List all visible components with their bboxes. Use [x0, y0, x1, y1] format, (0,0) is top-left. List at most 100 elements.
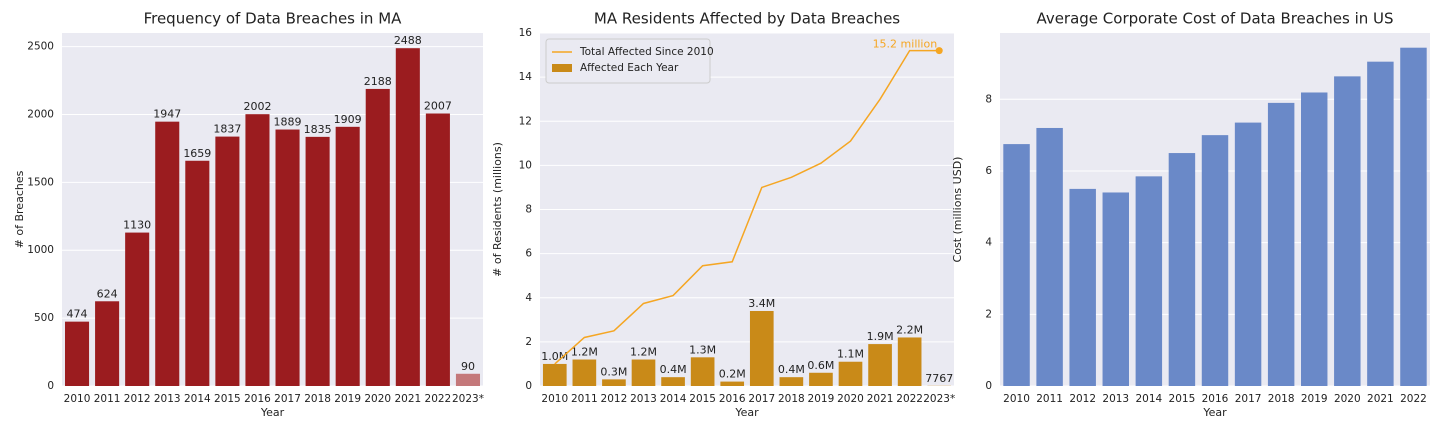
- end-point: [935, 47, 943, 55]
- y-tick-label: 6: [525, 248, 532, 260]
- x-tick-label: 2021: [394, 393, 421, 405]
- annotation: 15.2 million: [873, 38, 938, 51]
- y-axis-label: Cost (millions USD): [951, 157, 964, 263]
- x-tick-label: 2017: [1235, 393, 1262, 405]
- data-label: 1909: [334, 113, 362, 126]
- x-tick-label: 2022: [425, 393, 452, 405]
- x-tick-label: 2019: [1301, 393, 1328, 405]
- x-tick-label: 2014: [184, 393, 211, 405]
- y-tick-label: 2000: [27, 108, 54, 120]
- bar: [720, 381, 745, 386]
- x-tick-label: 2020: [1334, 393, 1361, 405]
- y-tick-label: 4: [985, 237, 992, 249]
- subplot: MA Residents Affected by Data Breaches Ye…: [491, 10, 955, 420]
- chart-title: MA Residents Affected by Data Breaches: [594, 10, 900, 28]
- data-label: 624: [97, 287, 118, 300]
- data-label: 1837: [213, 123, 241, 136]
- x-tick-label: 2016: [1202, 393, 1229, 405]
- y-tick-label: 4: [525, 292, 532, 304]
- legend-box: [545, 38, 711, 84]
- y-tick-label: 2: [985, 308, 992, 320]
- x-tick-label: 2013: [1102, 393, 1129, 405]
- x-tick-label: 2015: [214, 393, 241, 405]
- x-tick-label: 2021: [867, 393, 894, 405]
- subplot: Frequency of Data Breaches in MA Year # of…: [13, 10, 484, 420]
- x-tick-label: 2021: [1367, 393, 1394, 405]
- y-tick-label: 1500: [27, 176, 54, 188]
- bar: [425, 113, 450, 386]
- line: [554, 49, 940, 365]
- bar: [365, 88, 390, 386]
- data-label: 2007: [424, 100, 452, 113]
- bar: [455, 373, 480, 386]
- x-tick-label: 2018: [304, 393, 331, 405]
- x-tick-label: 2017: [274, 393, 301, 405]
- x-tick-label: 2011: [94, 393, 121, 405]
- bar: [1301, 92, 1328, 386]
- bar: [779, 377, 804, 386]
- bar: [65, 321, 90, 386]
- data-label: 90: [461, 360, 475, 373]
- data-label: 1130: [123, 219, 151, 232]
- x-tick-label: 2013: [154, 393, 181, 405]
- x-tick-label: 2019: [808, 393, 835, 405]
- bar: [542, 363, 567, 386]
- x-tick-label: 2011: [571, 393, 598, 405]
- x-tick-label: 2018: [1268, 393, 1295, 405]
- bar: [335, 126, 360, 387]
- bar: [838, 361, 863, 386]
- x-tick-label: 2017: [748, 393, 775, 405]
- x-tick-label: 2019: [334, 393, 361, 405]
- x-tick-label: 2010: [1003, 393, 1030, 405]
- bar: [275, 129, 300, 386]
- bar: [305, 136, 330, 386]
- x-tick-label: 2020: [364, 393, 391, 405]
- data-label: 2.2M: [896, 323, 923, 336]
- data-label: 2188: [364, 75, 392, 88]
- data-label: 1835: [304, 123, 332, 136]
- x-tick-label: 2012: [124, 393, 151, 405]
- data-label: 0.2M: [719, 368, 746, 381]
- data-label: 1947: [153, 108, 181, 121]
- y-tick-label: 12: [519, 115, 532, 127]
- x-tick-label: 2015: [1169, 393, 1196, 405]
- data-label: 1.2M: [571, 346, 598, 359]
- subplot: Average Corporate Cost of Data Breaches …: [951, 10, 1430, 419]
- data-label: 1659: [183, 147, 211, 160]
- x-tick-label: 2016: [719, 393, 746, 405]
- bar: [245, 114, 270, 386]
- data-label: 1889: [274, 116, 302, 129]
- x-tick-label: 2016: [244, 393, 271, 405]
- bar: [602, 379, 626, 386]
- x-tick-label: 2022: [1400, 393, 1427, 405]
- x-axis-label: Year: [1202, 406, 1227, 419]
- x-tick-label: 2010: [541, 393, 568, 405]
- bar: [1367, 61, 1394, 387]
- y-tick-label: 16: [519, 27, 533, 39]
- bar: [1135, 176, 1163, 386]
- legend-label: Total Affected Since 2010: [579, 46, 714, 58]
- bar: [1069, 188, 1096, 386]
- y-tick-label: 8: [525, 204, 532, 216]
- data-label: 474: [67, 308, 88, 321]
- bar: [185, 160, 210, 386]
- chart-title: Frequency of Data Breaches in MA: [144, 10, 403, 28]
- chart-title: Average Corporate Cost of Data Breaches …: [1036, 10, 1393, 28]
- bar: [897, 337, 922, 386]
- x-tick-label: 2022: [896, 393, 923, 405]
- x-tick-label: 2013: [630, 393, 657, 405]
- y-tick-label: 0: [985, 380, 992, 392]
- y-tick-label: 1000: [27, 244, 54, 256]
- data-label: 0.4M: [778, 363, 805, 376]
- bar: [868, 344, 892, 386]
- y-tick-label: 2: [525, 336, 532, 348]
- data-label: 2002: [243, 100, 271, 113]
- x-tick-label: 2023*: [923, 393, 955, 405]
- x-tick-label: 2018: [778, 393, 805, 405]
- y-tick-label: 0: [525, 380, 532, 392]
- x-tick-label: 2014: [660, 393, 687, 405]
- x-axis-label: Year: [734, 406, 759, 419]
- bar: [1267, 102, 1295, 387]
- bar: [631, 359, 656, 386]
